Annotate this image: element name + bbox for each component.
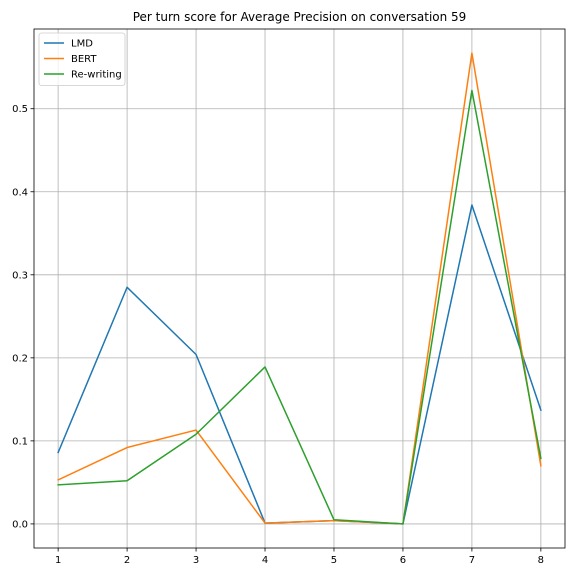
y-tick-label: 0.3 — [12, 270, 28, 281]
y-tick-label: 0.0 — [12, 519, 28, 530]
x-tick-label: 5 — [331, 555, 337, 566]
y-tick-label: 0.1 — [12, 436, 28, 447]
y-tick-label: 0.2 — [12, 353, 28, 364]
x-tick-label: 8 — [538, 555, 544, 566]
series-line-bert — [57, 52, 542, 525]
x-tick-label: 4 — [262, 555, 268, 566]
x-tick-label: 1 — [55, 555, 61, 566]
series-line-re-writing — [57, 89, 542, 525]
x-tick-label: 7 — [469, 555, 475, 566]
series-lines — [57, 52, 542, 525]
legend: LMD BERT Re-writing — [38, 32, 126, 86]
x-tick-label: 3 — [193, 555, 199, 566]
y-tick-label: 0.5 — [12, 104, 28, 115]
legend-label: BERT — [71, 54, 97, 65]
x-tick-label: 6 — [400, 555, 406, 566]
y-tick-label: 0.4 — [12, 187, 28, 198]
plot-frame — [33, 28, 566, 549]
legend-label: Re-writing — [71, 70, 122, 81]
axis-ticks: 1 2 3 4 5 6 7 8 0.0 0.1 0.2 0.3 0.4 0.5 — [12, 104, 544, 566]
legend-box — [38, 32, 126, 86]
chart-title: Per turn score for Average Precision on … — [133, 10, 467, 24]
x-tick-label: 2 — [124, 555, 130, 566]
legend-label: LMD — [71, 39, 93, 50]
grid-lines — [34, 29, 565, 548]
